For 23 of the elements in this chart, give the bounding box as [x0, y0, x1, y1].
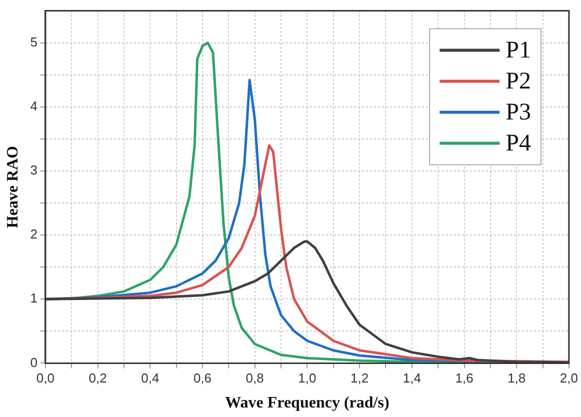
y-tick-label: 4 [30, 98, 38, 114]
y-tick-label: 2 [30, 226, 38, 242]
x-tick-label: 1,8 [508, 370, 526, 386]
y-tick-label: 0 [30, 354, 38, 370]
x-tick-label: 0,4 [141, 370, 160, 386]
y-tick-label: 3 [30, 162, 38, 178]
legend-label: P1 [506, 38, 531, 64]
legend-label: P3 [506, 100, 531, 126]
x-tick-label: 0,6 [193, 370, 212, 386]
x-tick-label: 0,8 [246, 370, 264, 386]
y-tick-label: 5 [30, 34, 38, 50]
x-axis-title: Wave Frequency (rad/s) [225, 394, 390, 412]
x-tick-label: 1,6 [455, 370, 474, 386]
x-tick-label: 0,0 [36, 370, 54, 386]
legend-label: P4 [506, 130, 531, 157]
y-axis-title: Heave RAO [4, 146, 22, 228]
legend-label: P2 [506, 68, 531, 95]
x-tick-label: 0,2 [88, 370, 107, 386]
x-tick-label: 1,4 [402, 370, 421, 386]
y-tick-label: 1 [30, 290, 38, 306]
x-tick-label: 1,0 [298, 370, 316, 386]
x-tick-label: 2,0 [560, 370, 578, 386]
x-tick-label: 1,2 [350, 370, 369, 386]
